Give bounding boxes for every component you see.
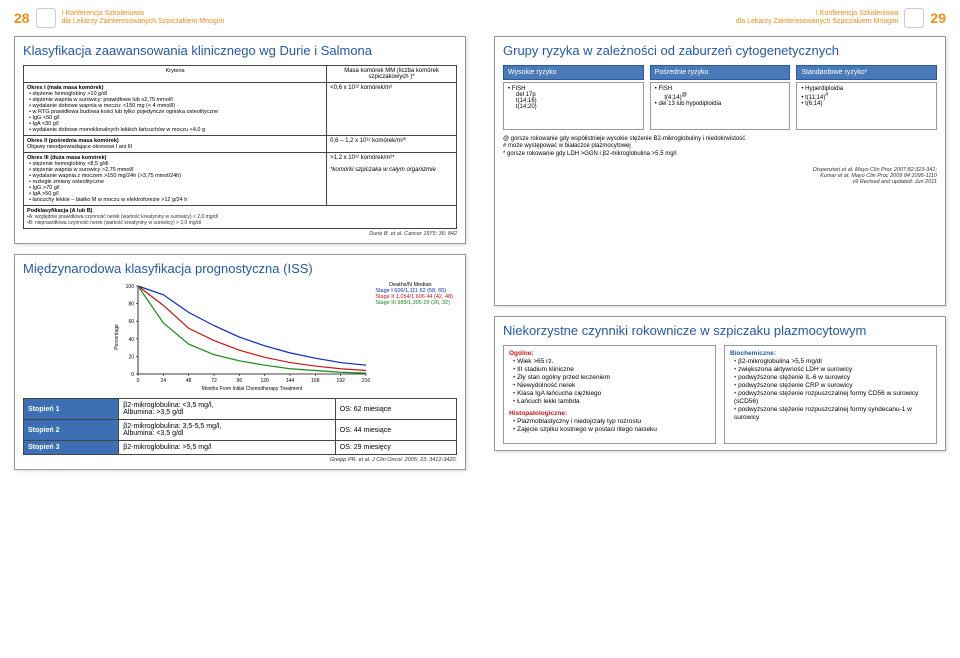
svg-text:0: 0 bbox=[137, 378, 140, 384]
logo-icon bbox=[904, 8, 924, 28]
logo-icon bbox=[36, 8, 56, 28]
factors-column: Biochemiczne: • β2-mikroglobulina >5,5 m… bbox=[724, 345, 937, 444]
svg-text:96: 96 bbox=[237, 378, 243, 384]
svg-text:168: 168 bbox=[311, 378, 320, 384]
row-title: Okres I (mała masa komórek) bbox=[27, 85, 103, 91]
svg-text:192: 192 bbox=[336, 378, 345, 384]
svg-text:Months From Initial Chemothera: Months From Initial Chemotherapy Treatme… bbox=[202, 386, 303, 392]
group-title: Ogólne: bbox=[509, 350, 710, 357]
svg-text:48: 48 bbox=[186, 378, 192, 384]
chart-legend: Deaths/N Median Stage I 606/1,111 62 (58… bbox=[375, 282, 453, 306]
list-item: • III stadium kliniczne bbox=[513, 366, 710, 374]
list-item: • podwyższone stężenie CRP w surowicy bbox=[734, 382, 931, 390]
classification-table: Kryteria Masa komórek MM (liczba komórek… bbox=[23, 65, 457, 229]
page-number: 28 bbox=[14, 10, 30, 26]
svg-text:144: 144 bbox=[286, 378, 295, 384]
risk-header: Wysokie ryzyko bbox=[503, 65, 644, 80]
col-mass: Masa komórek MM (liczba komórek szpiczak… bbox=[327, 65, 457, 82]
stage-table: Stopień 1β2-mikroglobulina: <3,5 mg/l, A… bbox=[23, 398, 457, 455]
row-title: Okres III (duża masa komórek) bbox=[27, 155, 106, 161]
col-kryteria: Kryteria bbox=[24, 65, 327, 82]
list-item: • Zajęcie szpiku kostnego w postaci lite… bbox=[513, 426, 710, 434]
slide-title: Grupy ryzyka w zależności od zaburzeń cy… bbox=[503, 43, 937, 59]
list-item: • Plazmoblastyczny i niedojrzały typ roz… bbox=[513, 418, 710, 426]
header-right: I Konferencja Szkoleniowa dla Lekarzy Za… bbox=[494, 8, 946, 28]
svg-text:0: 0 bbox=[131, 372, 134, 378]
list-item: • podwyższone stężenie IL-6 w surowicy bbox=[734, 374, 931, 382]
table-row: Stopień 2β2-mikroglobulina: 3,5-5,5 mg/l… bbox=[24, 420, 457, 441]
pod-title: Podklasyfikacja (A lub B) bbox=[27, 208, 93, 214]
risk-body: FISHdel 17pt(14;16)t(14;20) bbox=[503, 82, 644, 130]
mass-value: 0,6 – 1,2 x 10¹² komórek/m²* bbox=[327, 135, 457, 152]
page-number: 29 bbox=[930, 10, 946, 26]
list-item: • Klasa IgA łańcucha ciężkiego bbox=[513, 390, 710, 398]
slide-title: Międzynarodowa klasyfikacja prognostyczn… bbox=[23, 261, 457, 277]
table-row: Okres II (pośrednia masa komórek) Objawy… bbox=[24, 135, 457, 152]
factors-column: Ogólne: • Wiek >65 rż.• III stadium klin… bbox=[503, 345, 716, 444]
mass-note: *komórki szpiczaka w całym organizmie bbox=[330, 167, 436, 173]
list-item: • Niewydolność nerek bbox=[513, 382, 710, 390]
citation: Greipp PR. et al. J Clin Oncol. 2005; 23… bbox=[23, 457, 457, 463]
svg-text:40: 40 bbox=[128, 337, 134, 343]
svg-text:120: 120 bbox=[260, 378, 269, 384]
risk-body: Hyperdiploidiat(11;14)t(6;14) bbox=[796, 82, 937, 130]
list-item: • podwyższone stężenie rozpuszczalnej fo… bbox=[734, 390, 931, 406]
pod-a: •A: względnie prawidłowa czynność nerek … bbox=[27, 214, 218, 220]
list-item: • zwiększona aktywność LDH w surowicy bbox=[734, 366, 931, 374]
list-item: • podwyższone stężenie rozpuszczalnej fo… bbox=[734, 406, 931, 422]
conference-title: I Konferencja Szkoleniowa dla Lekarzy Za… bbox=[736, 10, 899, 27]
svg-text:60: 60 bbox=[128, 319, 134, 325]
list-item: • Wiek >65 rż. bbox=[513, 358, 710, 366]
slide-durie-salmon: Klasyfikacja zaawansowania klinicznego w… bbox=[14, 36, 466, 244]
svg-text:Percentage: Percentage bbox=[114, 324, 120, 350]
table-row: Podklasyfikacja (A lub B) •A: względnie … bbox=[24, 205, 457, 228]
group-title: Histopatologiczne: bbox=[509, 410, 710, 417]
slide-title: Klasyfikacja zaawansowania klinicznego w… bbox=[23, 43, 457, 59]
svg-text:24: 24 bbox=[161, 378, 167, 384]
slide-risk-groups: Grupy ryzyka w zależności od zaburzeń cy… bbox=[494, 36, 946, 306]
list-item: • Łańcuch lekki lambda bbox=[513, 398, 710, 406]
risk-header: Standardowe ryzyko* bbox=[796, 65, 937, 80]
list-item: • Zły stan ogólny przed leczeniem bbox=[513, 374, 710, 382]
header-left: 28 I Konferencja Szkoleniowa dla Lekarzy… bbox=[14, 8, 466, 28]
pod-b: •B: nieprawidłowa czynność nerek (wartoś… bbox=[27, 220, 201, 226]
conference-title: I Konferencja Szkoleniowa dla Lekarzy Za… bbox=[62, 10, 225, 27]
svg-text:216: 216 bbox=[362, 378, 371, 384]
svg-text:80: 80 bbox=[128, 302, 134, 308]
list-item: • β2-mikroglobulina >5,5 mg/dl bbox=[734, 358, 931, 366]
risk-body: FISH t(4;14) del 13 lub hypodiploidia bbox=[650, 82, 791, 130]
svg-text:100: 100 bbox=[126, 284, 135, 290]
table-row: Stopień 3β2-mikroglobulina: >5,5 mg/lOS:… bbox=[24, 441, 457, 455]
page-left: 28 I Konferencja Szkoleniowa dla Lekarzy… bbox=[0, 0, 480, 658]
footnotes: @ gorsze rokowanie gdy współistnieje wys… bbox=[503, 136, 937, 159]
table-row: Okres III (duża masa komórek) stężenie h… bbox=[24, 152, 457, 205]
row-text: Objawy nieodpowiadające okresowi I ani I… bbox=[27, 144, 132, 150]
group-title: Biochemiczne: bbox=[730, 350, 931, 357]
page-right: I Konferencja Szkoleniowa dla Lekarzy Za… bbox=[480, 0, 960, 658]
svg-text:72: 72 bbox=[211, 378, 217, 384]
list-item: wydalanie dobowe monoklonalnych lekkich … bbox=[29, 127, 323, 133]
table-row: Okres I (mała masa komórek) stężenie hem… bbox=[24, 82, 457, 135]
risk-header: Pośrednie ryzyko bbox=[650, 65, 791, 80]
mass-value: >1,2 x 10¹² komórek/m²* bbox=[330, 155, 395, 161]
mass-value: <0,6 x 10¹² komórek/m² bbox=[327, 82, 457, 135]
svg-text:20: 20 bbox=[128, 355, 134, 361]
slide-iss: Międzynarodowa klasyfikacja prognostyczn… bbox=[14, 254, 466, 471]
slide-prognostic-factors: Niekorzystne czynniki rokownicze w szpic… bbox=[494, 316, 946, 451]
list-item: łańcuchy lekkie – białko M w moczu w ele… bbox=[29, 197, 323, 203]
table-row: Stopień 1β2-mikroglobulina: <3,5 mg/l, A… bbox=[24, 399, 457, 420]
citation: Durie B. et al. Cancer 1975; 36: 842 bbox=[23, 231, 457, 237]
survival-chart: 0 20 40 60 80 100 0 24 48 72 96 120 144 168 192 216 Perc… bbox=[23, 282, 457, 392]
slide-title: Niekorzystne czynniki rokownicze w szpic… bbox=[503, 323, 937, 339]
